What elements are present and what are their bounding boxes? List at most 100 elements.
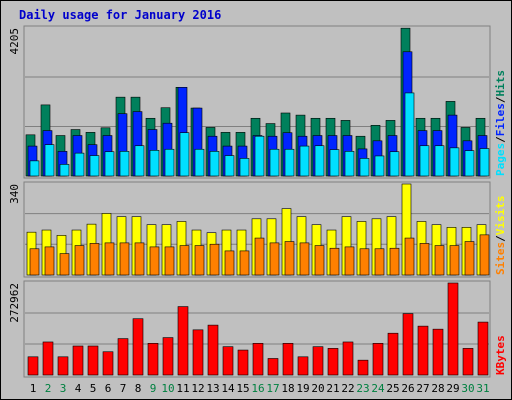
bar-kbytes-day-25: [387, 332, 399, 376]
bar-sites-day-29: [449, 245, 460, 276]
bar-kbytes-day-20: [312, 346, 324, 376]
x-label-day-15: 15: [236, 382, 249, 395]
bar-pages-day-26: [404, 92, 415, 177]
bar-pages-day-22: [344, 151, 355, 177]
ymax-kbytes-label: 272962: [8, 283, 21, 323]
bar-sites-day-30: [464, 241, 475, 276]
bar-sites-day-19: [299, 242, 310, 276]
bar-kbytes-day-11: [177, 306, 189, 376]
bar-pages-day-1: [29, 160, 40, 177]
bar-sites-day-14: [224, 250, 235, 276]
bar-kbytes-day-12: [192, 329, 204, 376]
x-label-day-28: 28: [431, 382, 444, 395]
bar-kbytes-day-19: [297, 356, 309, 376]
bar-sites-day-6: [104, 242, 115, 276]
bar-kbytes-day-10: [162, 337, 174, 376]
bar-kbytes-day-4: [72, 345, 84, 376]
bar-pages-day-17: [269, 148, 280, 177]
bar-pages-day-14: [224, 155, 235, 177]
x-label-day-19: 19: [296, 382, 309, 395]
legend-hits-files-pages: Pages/Files/Hits: [494, 70, 507, 176]
x-label-day-21: 21: [326, 382, 339, 395]
bar-pages-day-5: [89, 155, 100, 177]
x-label-day-9: 9: [150, 382, 157, 395]
bar-pages-day-6: [104, 151, 115, 177]
legend-sep-2: /: [494, 96, 507, 103]
bar-pages-day-16: [254, 135, 265, 177]
bar-sites-day-24: [374, 248, 385, 276]
bar-kbytes-day-17: [267, 358, 279, 376]
x-label-day-5: 5: [90, 382, 97, 395]
legend-visits: Visits: [494, 196, 507, 236]
x-label-day-7: 7: [120, 382, 127, 395]
bar-kbytes-day-29: [447, 282, 459, 376]
bar-pages-day-28: [434, 145, 445, 177]
bar-sites-day-20: [314, 245, 325, 276]
bar-sites-day-16: [254, 237, 265, 276]
x-label-day-6: 6: [105, 382, 112, 395]
bar-sites-day-26: [404, 237, 415, 276]
bar-kbytes-day-6: [102, 351, 114, 376]
ymax-visits-label: 340: [8, 184, 21, 204]
x-label-day-11: 11: [176, 382, 189, 395]
bar-sites-day-11: [179, 245, 190, 276]
bar-sites-day-8: [134, 242, 145, 276]
bar-kbytes-day-3: [57, 356, 69, 376]
x-label-day-4: 4: [75, 382, 82, 395]
bar-pages-day-29: [449, 147, 460, 177]
bar-pages-day-3: [59, 164, 70, 177]
bar-kbytes-day-24: [372, 343, 384, 376]
bar-kbytes-day-14: [222, 346, 234, 376]
bar-pages-day-12: [194, 148, 205, 177]
bar-pages-day-9: [149, 150, 160, 177]
bar-pages-day-2: [44, 144, 55, 177]
bar-kbytes-day-31: [477, 321, 489, 376]
x-label-day-10: 10: [161, 382, 174, 395]
bar-sites-day-15: [239, 250, 250, 276]
bar-sites-day-7: [119, 242, 130, 276]
bar-sites-day-12: [194, 245, 205, 276]
x-label-day-16: 16: [251, 382, 264, 395]
bar-kbytes-day-30: [462, 348, 474, 376]
bar-sites-day-17: [269, 242, 280, 276]
bar-pages-day-18: [284, 148, 295, 177]
x-label-day-3: 3: [60, 382, 67, 395]
bar-pages-day-21: [329, 149, 340, 177]
bar-kbytes-day-13: [207, 324, 219, 376]
bar-pages-day-15: [239, 158, 250, 177]
bar-pages-day-4: [74, 152, 85, 177]
legend-pages: Pages: [494, 143, 507, 176]
legend-sites-visits: Sites/Visits: [494, 196, 507, 276]
x-label-day-13: 13: [206, 382, 219, 395]
bar-sites-day-10: [164, 246, 175, 276]
bar-pages-day-25: [389, 151, 400, 177]
bar-kbytes-day-27: [417, 325, 429, 376]
bars-kbytes: [27, 282, 489, 376]
x-label-day-23: 23: [356, 382, 369, 395]
bar-sites-day-3: [59, 253, 70, 276]
bar-pages-day-23: [359, 158, 370, 177]
bar-sites-day-23: [359, 248, 370, 276]
bar-sites-day-31: [479, 234, 490, 276]
bar-sites-day-5: [89, 243, 100, 276]
x-label-day-31: 31: [476, 382, 489, 395]
bar-pages-day-20: [314, 145, 325, 177]
bar-kbytes-day-18: [282, 343, 294, 376]
bar-sites-day-1: [29, 248, 40, 276]
bar-kbytes-day-21: [327, 348, 339, 376]
bar-sites-day-9: [149, 246, 160, 276]
x-label-day-27: 27: [416, 382, 429, 395]
bar-kbytes-day-8: [132, 318, 144, 376]
ymax-hits-label: 4205: [8, 28, 21, 55]
x-label-day-24: 24: [371, 382, 385, 395]
bar-pages-day-27: [419, 145, 430, 177]
legend-sep-3: /: [494, 235, 507, 242]
bar-sites-day-21: [329, 247, 340, 276]
bars-hits-files-pages: [25, 27, 490, 177]
bar-pages-day-31: [479, 148, 490, 177]
bar-sites-day-27: [419, 243, 430, 276]
x-label-day-26: 26: [401, 382, 414, 395]
bar-sites-day-22: [344, 246, 355, 276]
bar-sites-day-13: [209, 243, 220, 276]
